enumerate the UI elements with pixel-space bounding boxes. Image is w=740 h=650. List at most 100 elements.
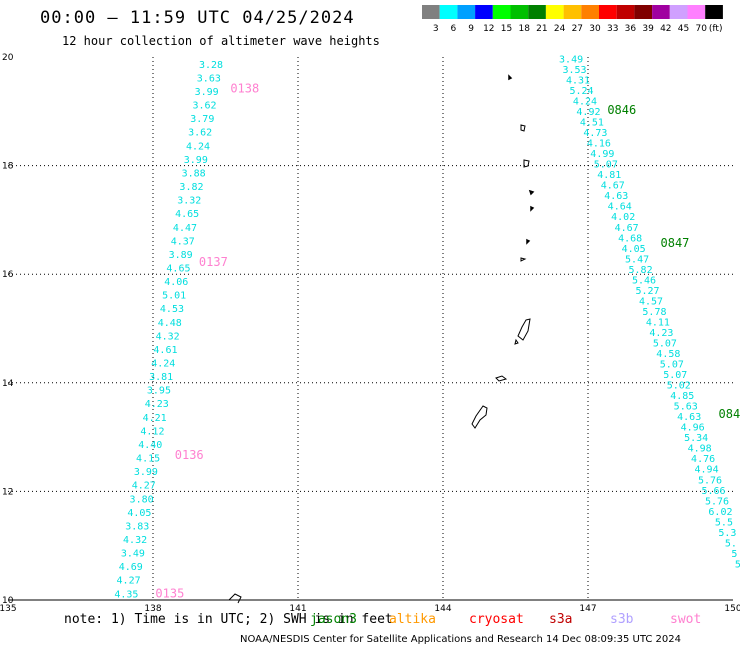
island-guam bbox=[471, 405, 488, 429]
wave-height-label: 4.31 bbox=[566, 75, 590, 86]
wave-height-label: 4.81 bbox=[597, 170, 621, 181]
lat-tick-label: 14 bbox=[2, 379, 14, 389]
wave-height-label: 3.99 bbox=[195, 87, 219, 98]
wave-height-label: 4.05 bbox=[622, 244, 646, 255]
wave-height-label: 3.83 bbox=[125, 521, 149, 532]
coastlines bbox=[228, 74, 535, 604]
island-pagan bbox=[523, 159, 530, 168]
sat-altika: altika bbox=[389, 612, 436, 627]
wave-height-label: 4.61 bbox=[153, 345, 177, 356]
wave-height-label: 4.92 bbox=[576, 107, 600, 118]
lat-tick-label: 10 bbox=[2, 596, 14, 606]
wave-height-label: 4.40 bbox=[138, 440, 162, 451]
wave-height-label: 4.32 bbox=[156, 331, 180, 342]
wave-height-label: 4.96 bbox=[681, 423, 705, 434]
legend-label: 6 bbox=[451, 24, 457, 34]
wave-height-label: 5.47 bbox=[625, 254, 649, 265]
wave-height-label: 4.51 bbox=[580, 118, 604, 129]
wave-height-label: 5 bbox=[735, 559, 740, 570]
wave-height-label: 5.5 bbox=[715, 517, 733, 528]
lon-tick-label: 144 bbox=[434, 604, 451, 614]
island-rota bbox=[495, 375, 508, 382]
wave-height-label: 5.07 bbox=[660, 360, 684, 371]
wave-height-label: 4.37 bbox=[171, 236, 195, 247]
lat-tick-label: 18 bbox=[2, 162, 14, 172]
island-guguan bbox=[530, 205, 535, 212]
wave-height-label: 4.35 bbox=[114, 589, 138, 600]
wave-height-label: 5.02 bbox=[667, 381, 691, 392]
legend-swatch bbox=[599, 5, 617, 19]
legend-label: 15 bbox=[501, 24, 512, 34]
pass-time-labels: 0138 0137 0136 0135 0846 0847 084 bbox=[155, 81, 740, 600]
legend-swatch bbox=[669, 5, 688, 19]
legend-unit: (ft) bbox=[709, 24, 723, 34]
wave-height-label: 4.24 bbox=[573, 97, 597, 108]
wave-height-label: 5.76 bbox=[698, 475, 722, 486]
wave-height-label: 4.23 bbox=[145, 399, 169, 410]
legend-swatch bbox=[457, 5, 476, 19]
wave-height-label: 4.73 bbox=[583, 128, 607, 139]
island-alamagan bbox=[528, 189, 535, 196]
wave-height-label: 3.62 bbox=[192, 101, 216, 112]
legend-swatch bbox=[634, 5, 653, 19]
wave-height-label: 4.98 bbox=[688, 444, 712, 455]
pass-time: 0138 bbox=[230, 81, 259, 95]
wave-height-label: 4.24 bbox=[186, 141, 210, 152]
wave-height-label: 5.07 bbox=[653, 338, 677, 349]
map-subtitle: 12 hour collection of altimeter wave hei… bbox=[62, 34, 380, 48]
wave-height-label: 3.99 bbox=[134, 467, 158, 478]
island-yap bbox=[228, 593, 242, 604]
wave-height-label: 4.76 bbox=[691, 454, 715, 465]
legend-label: 24 bbox=[554, 24, 566, 34]
wave-height-label: 3.62 bbox=[188, 128, 212, 139]
wave-height-label: 3.63 bbox=[197, 73, 221, 84]
legend-label: 33 bbox=[607, 24, 618, 34]
wave-height-label: 4.64 bbox=[608, 202, 632, 213]
legend-label: 3 bbox=[433, 24, 439, 34]
lon-tick-label: 138 bbox=[144, 604, 161, 614]
wave-height-label: 3.80 bbox=[130, 494, 154, 505]
wave-height-label: 3.99 bbox=[184, 155, 208, 166]
pass-time: 0136 bbox=[175, 448, 204, 462]
legend-swatch bbox=[563, 5, 582, 19]
wave-height-label: 4.68 bbox=[618, 233, 642, 244]
wave-height-label: 4.63 bbox=[677, 412, 701, 423]
sat-cryosat: cryosat bbox=[469, 612, 524, 627]
wave-height-label: 5.82 bbox=[629, 265, 653, 276]
legend-swatch bbox=[616, 5, 635, 19]
wave-height-label: 4.47 bbox=[173, 223, 197, 234]
wave-height-label: 3.81 bbox=[149, 372, 173, 383]
map-title: 00:00 – 11:59 UTC 04/25/2024 bbox=[40, 8, 355, 28]
legend-swatch bbox=[439, 5, 458, 19]
wave-height-label: 4.67 bbox=[615, 223, 639, 234]
wave-height-label: 3.95 bbox=[147, 386, 171, 397]
legend-swatch bbox=[528, 5, 546, 19]
lat-tick-label: 16 bbox=[2, 270, 14, 280]
legend-swatch bbox=[581, 5, 599, 19]
legend-label: 30 bbox=[589, 24, 601, 34]
legend-swatch bbox=[475, 5, 493, 19]
wave-height-label: 3.82 bbox=[179, 182, 203, 193]
wave-height-label: 3.32 bbox=[177, 196, 201, 207]
legend-label: 18 bbox=[518, 24, 530, 34]
wave-height-label: 3.89 bbox=[169, 250, 193, 261]
legend-label: 21 bbox=[536, 24, 547, 34]
island-tinian-saipan bbox=[517, 318, 531, 341]
wave-height-label: 5.27 bbox=[635, 286, 659, 297]
legend-label: 45 bbox=[678, 24, 689, 34]
island-sarigan bbox=[526, 238, 531, 245]
sat-jason3: jason3 bbox=[310, 612, 357, 627]
wave-height-label: 4.67 bbox=[601, 181, 625, 192]
legend-label: 12 bbox=[483, 24, 494, 34]
sat-s3b: s3b bbox=[610, 612, 634, 627]
wave-height-label: 4.94 bbox=[695, 465, 719, 476]
wave-height-label: 3.88 bbox=[182, 168, 206, 179]
island-farallon bbox=[508, 74, 513, 81]
wave-height-label: 4.27 bbox=[132, 481, 156, 492]
wave-height-label: 5.63 bbox=[674, 402, 698, 413]
pass-time: 0137 bbox=[199, 255, 228, 269]
legend-label: 9 bbox=[468, 24, 474, 34]
pass-time: 0847 bbox=[661, 236, 690, 250]
wave-height-label: 5.07 bbox=[594, 160, 618, 171]
